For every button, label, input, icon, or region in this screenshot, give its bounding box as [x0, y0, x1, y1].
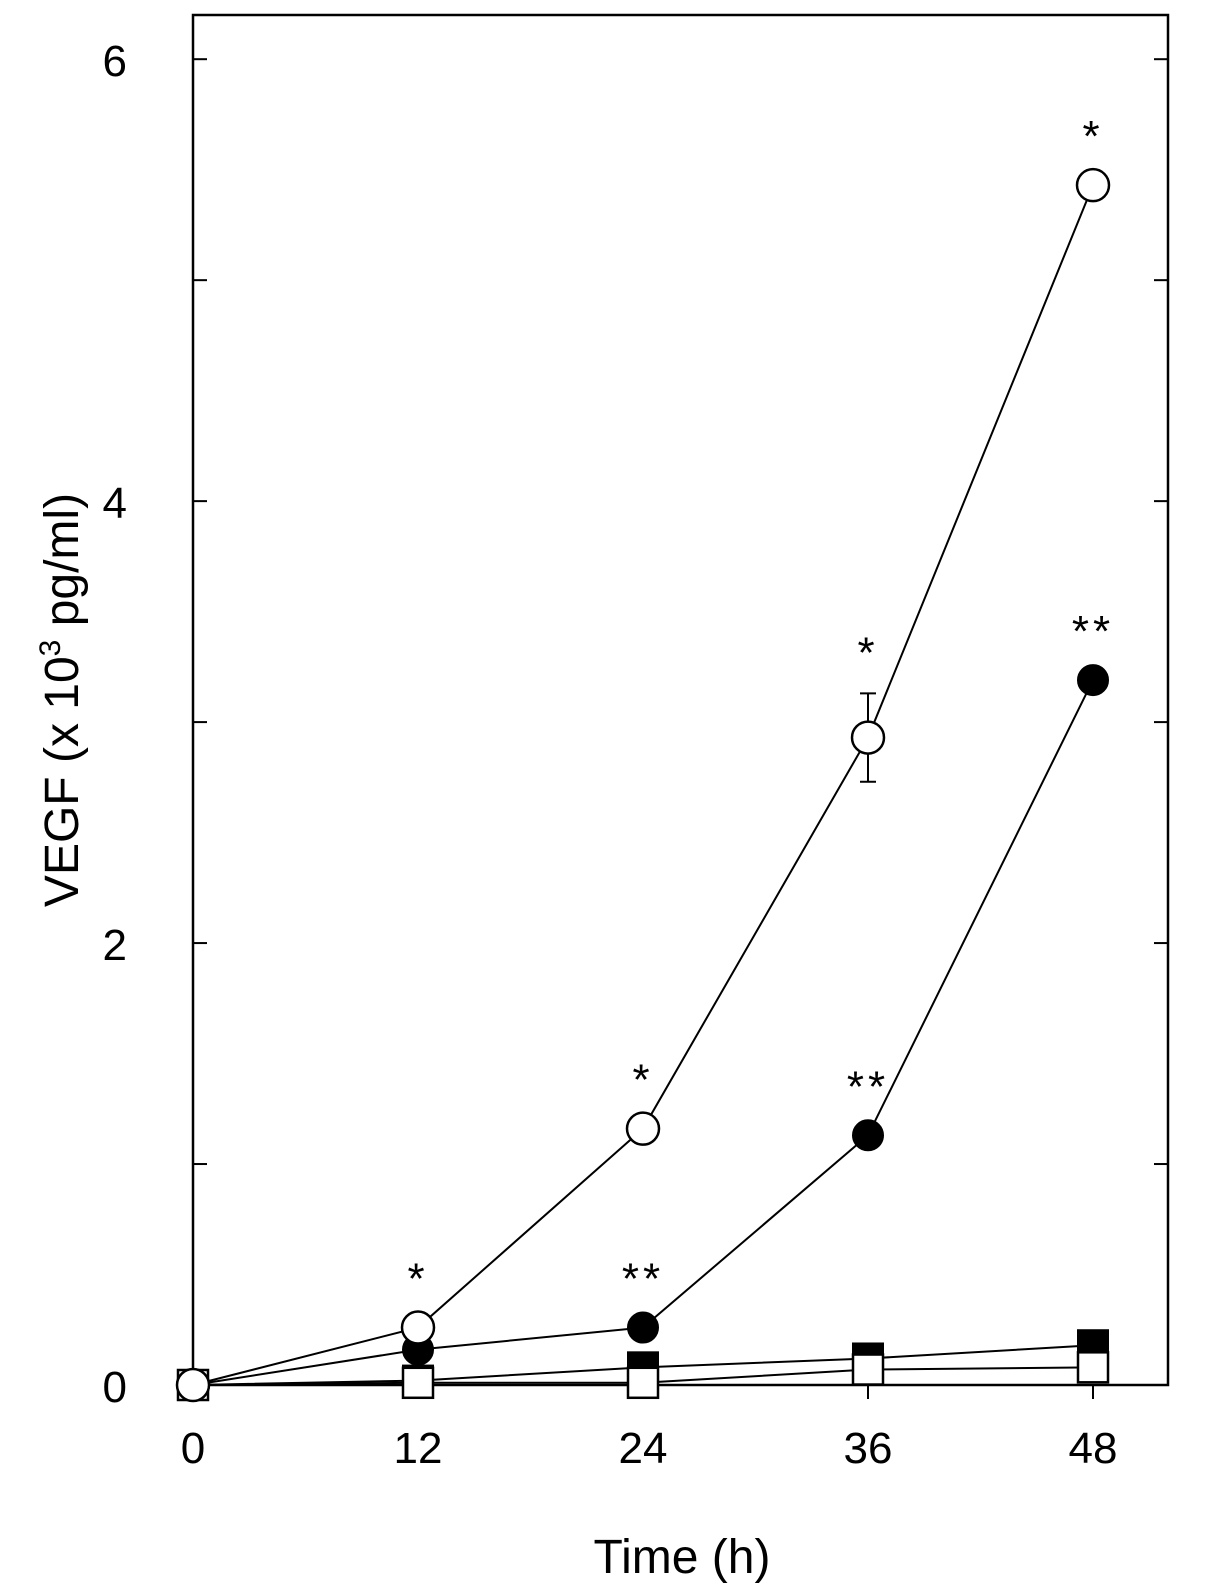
series-line-open-circle: [192, 184, 1094, 1386]
y-axis-title: VEGF (x 103 pg/ml): [34, 493, 89, 907]
data-point-open-circle: [625, 1111, 661, 1146]
data-point-open-circle: [850, 720, 886, 755]
data-point-filled-circle: [852, 1119, 884, 1152]
data-point-open-circle: [175, 1367, 211, 1403]
markers-layer: [175, 167, 1111, 1403]
y-tick-label: 2: [103, 921, 127, 970]
significance-marker: *: [1082, 112, 1103, 161]
x-tick-label: 24: [619, 1424, 668, 1473]
y-axis-title-main: VEGF (x 10: [36, 656, 89, 907]
significance-marker: *: [407, 1255, 428, 1304]
y-tick-label: 6: [103, 37, 127, 86]
y-tick-label: 4: [103, 479, 127, 528]
data-point-open-circle: [1075, 167, 1111, 203]
x-tick-label: 48: [1069, 1424, 1118, 1473]
significance-annotations-layer: **********: [407, 112, 1114, 1304]
series-lines-layer: [192, 184, 1094, 1386]
x-tick-label: 12: [394, 1424, 443, 1473]
data-point-open-square: [401, 1366, 435, 1400]
x-tick-label: 0: [181, 1424, 205, 1473]
x-axis-title: Time (h): [594, 1531, 771, 1584]
y-axis-title-tail: pg/ml): [36, 493, 89, 640]
data-point-open-square: [851, 1353, 885, 1386]
data-point-open-square: [1076, 1351, 1110, 1384]
significance-marker: *: [632, 1056, 653, 1105]
y-tick-label: 0: [103, 1363, 127, 1412]
significance-marker: **: [1072, 607, 1114, 656]
significance-marker: *: [857, 628, 878, 677]
plot-frame: [191, 13, 1170, 1387]
data-point-filled-circle: [627, 1311, 659, 1344]
data-point-open-square: [626, 1366, 660, 1400]
data-point-filled-circle: [1077, 664, 1109, 697]
data-point-open-circle: [400, 1310, 436, 1345]
y-axis-title-superscript: 3: [34, 640, 67, 657]
x-tick-label: 36: [844, 1424, 893, 1473]
significance-marker: **: [622, 1255, 664, 1304]
significance-marker: **: [847, 1062, 889, 1111]
